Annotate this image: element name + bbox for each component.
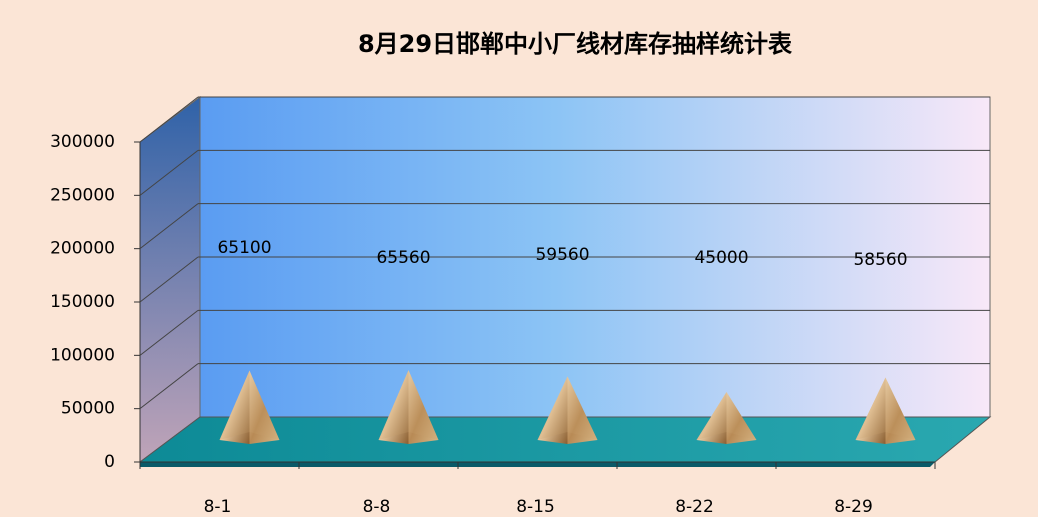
grid-line — [139, 203, 199, 250]
value-label: 65560 — [376, 248, 430, 268]
y-tick-label: 0 — [104, 452, 115, 472]
y-tick-label: 250000 — [50, 185, 115, 205]
pyramid-face — [726, 392, 757, 444]
grid-line — [139, 256, 199, 303]
side-wall — [139, 96, 201, 463]
grid-line — [139, 149, 199, 196]
pyramid-face — [537, 376, 568, 444]
floor-edge — [140, 462, 935, 467]
pyramid-face — [378, 370, 439, 440]
value-label: 58560 — [853, 250, 907, 270]
value-label: 65100 — [217, 238, 271, 258]
grid-line — [139, 96, 199, 143]
x-tick-label: 8-15 — [516, 497, 555, 517]
y-tick-label: 100000 — [50, 345, 115, 365]
grid-line — [139, 363, 199, 410]
y-tick-label: 150000 — [50, 292, 115, 312]
value-label: 45000 — [694, 248, 748, 268]
pyramid — [696, 392, 757, 444]
pyramid-face — [249, 370, 280, 444]
pyramid-face — [855, 377, 886, 444]
x-tick-label: 8-1 — [204, 497, 232, 517]
pyramid-face — [696, 392, 727, 444]
chart-title: 8月29日邯郸中小厂线材库存抽样统计表 — [358, 30, 793, 58]
pyramid — [855, 377, 916, 444]
pyramid-face — [885, 377, 916, 444]
pyramid-face — [855, 377, 916, 440]
pyramid-face — [219, 370, 280, 440]
pyramid-face — [408, 370, 439, 444]
value-label: 59560 — [535, 245, 589, 265]
y-tick-label: 200000 — [50, 239, 115, 259]
grid-line — [139, 309, 199, 356]
pyramid-face — [378, 370, 409, 444]
pyramid-face — [537, 376, 598, 440]
y-tick-label: 300000 — [50, 132, 115, 152]
x-tick-label: 8-22 — [675, 497, 714, 517]
pyramid — [537, 376, 598, 444]
pyramid — [219, 370, 280, 444]
y-tick-label: 50000 — [61, 399, 115, 419]
pyramid-face — [567, 376, 598, 444]
pyramid-face — [696, 392, 757, 440]
x-tick-label: 8-8 — [363, 497, 391, 517]
x-tick-label: 8-29 — [834, 497, 873, 517]
pyramid — [378, 370, 439, 444]
pyramid-face — [219, 370, 250, 444]
